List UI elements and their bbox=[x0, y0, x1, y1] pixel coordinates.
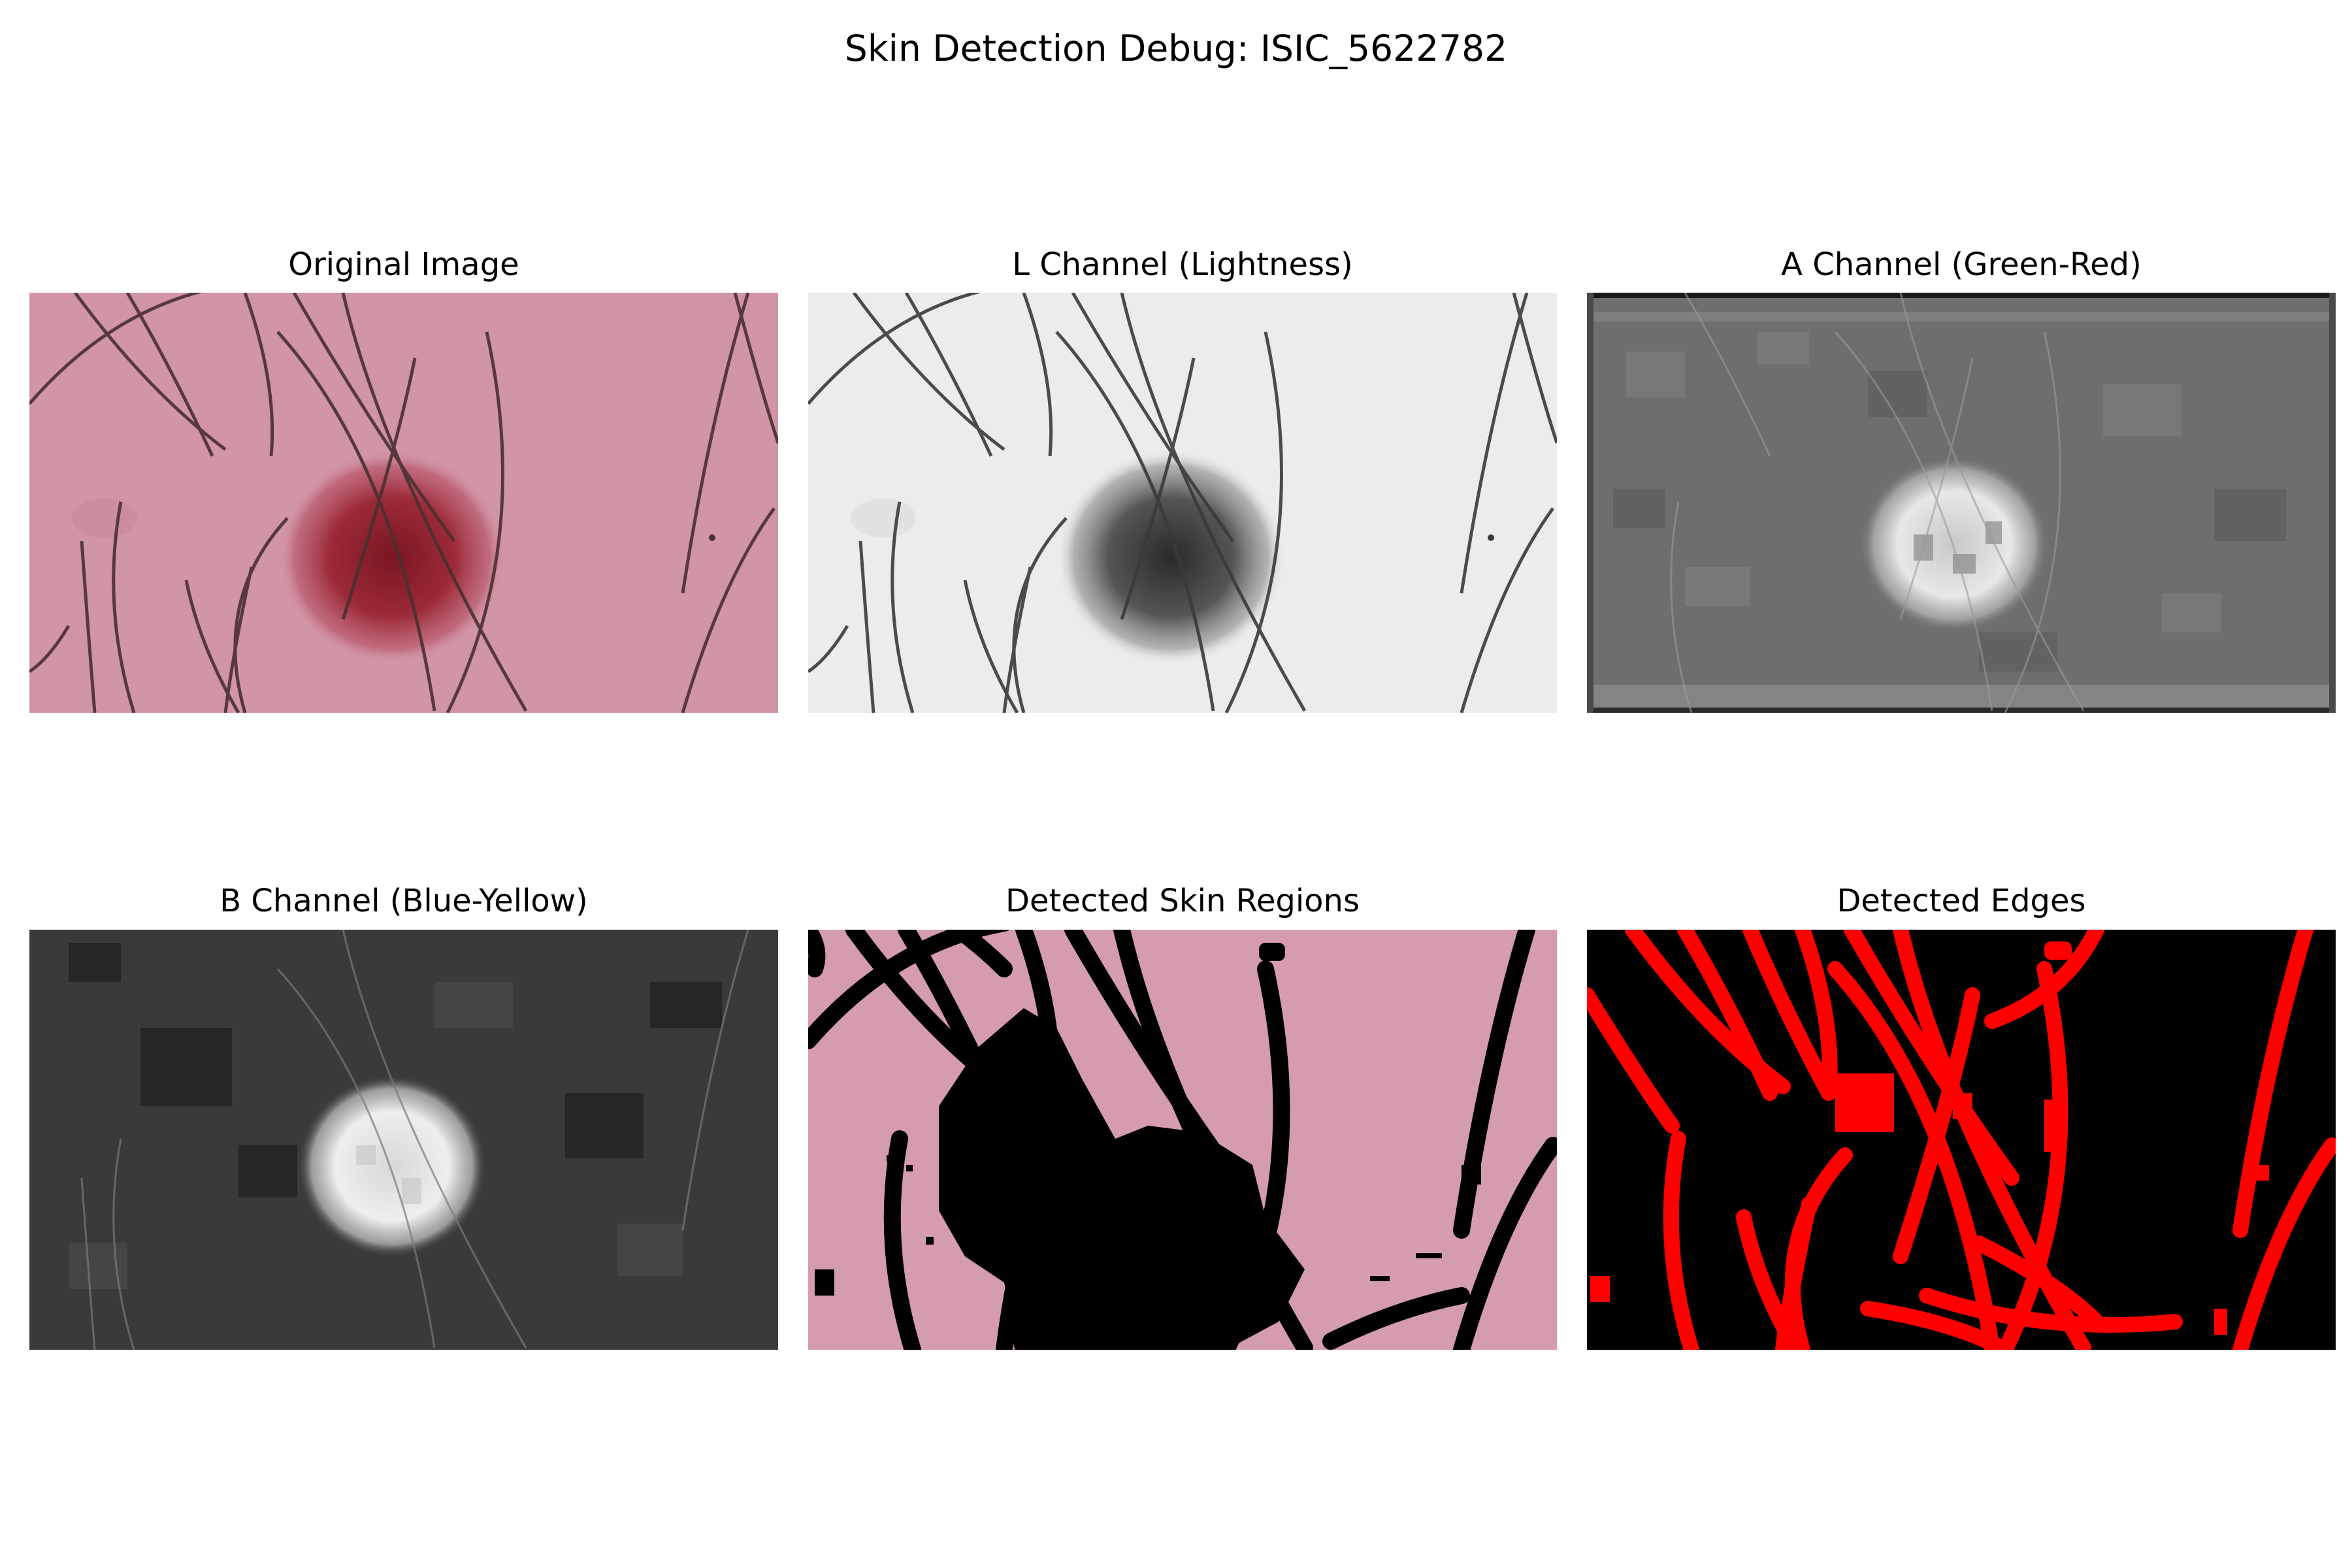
skin-regions-panel bbox=[808, 930, 1557, 1350]
original-image bbox=[29, 293, 778, 713]
a-channel-panel bbox=[1587, 293, 2336, 713]
edges-image bbox=[1587, 930, 2336, 1350]
l-channel-panel bbox=[808, 293, 1557, 713]
a-channel-image bbox=[1587, 293, 2336, 713]
skin-regions-image bbox=[808, 930, 1557, 1350]
b-channel-image bbox=[29, 930, 778, 1350]
figure-title: Skin Detection Debug: ISIC_5622782 bbox=[844, 27, 1508, 69]
panel-title-original: Original Image bbox=[288, 246, 519, 283]
panel-title-b-channel: B Channel (Blue-Yellow) bbox=[220, 883, 588, 919]
panel-title-l-channel: L Channel (Lightness) bbox=[1012, 246, 1353, 283]
l-channel-image bbox=[808, 293, 1557, 713]
panel-title-edges: Detected Edges bbox=[1837, 883, 2086, 919]
panel-title-skin-regions: Detected Skin Regions bbox=[1005, 883, 1360, 919]
edges-panel bbox=[1587, 930, 2336, 1350]
original-image-panel bbox=[29, 293, 778, 713]
panel-title-a-channel: A Channel (Green-Red) bbox=[1781, 246, 2142, 283]
b-channel-panel bbox=[29, 930, 778, 1350]
